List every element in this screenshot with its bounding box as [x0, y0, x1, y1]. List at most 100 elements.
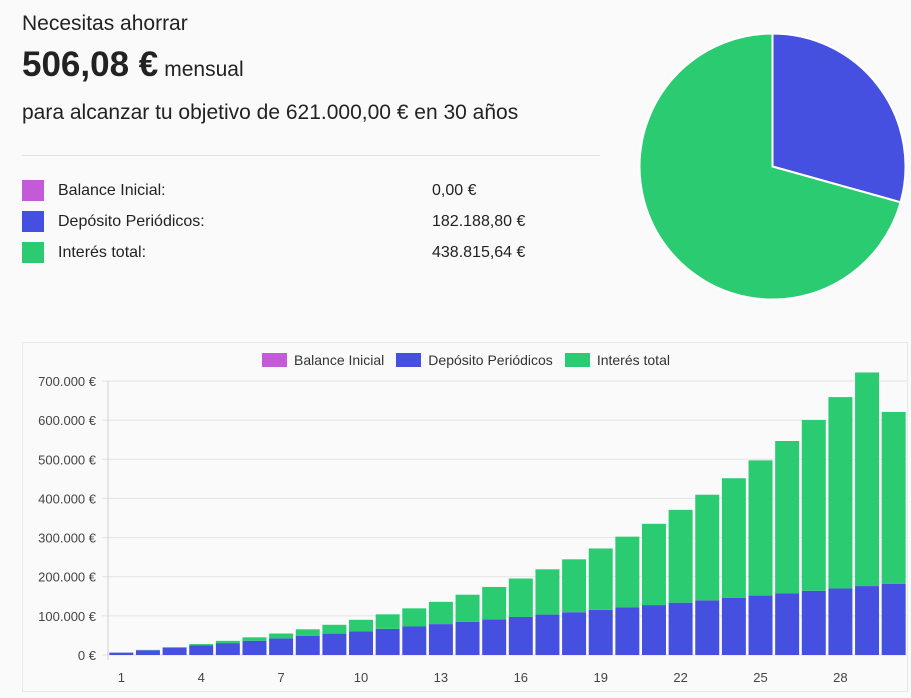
x-tick-label: 7 [277, 670, 284, 685]
bar-segment [775, 441, 800, 594]
x-tick-label: 16 [514, 670, 528, 685]
bar-segment [562, 559, 587, 613]
bar-segment [428, 624, 453, 655]
legend-swatch [396, 353, 422, 367]
x-tick-label: 4 [198, 670, 205, 685]
chart-legend: Balance Inicial Depósito Periódicos Inte… [23, 352, 909, 368]
bar-segment [588, 548, 613, 610]
y-tick-label: 100.000 € [38, 609, 97, 624]
bar-segment [508, 616, 533, 655]
bar-segment [535, 614, 560, 655]
bar-segment [748, 460, 773, 596]
bar-segment [269, 633, 294, 639]
x-tick-label: 22 [673, 670, 687, 685]
legend-label: Interés total [596, 352, 670, 368]
bar-segment [428, 601, 453, 625]
x-tick-label: 13 [434, 670, 448, 685]
bar-segment [668, 602, 693, 655]
y-tick-label: 400.000 € [38, 491, 97, 506]
y-tick-label: 0 € [78, 648, 97, 663]
bar-segment [855, 586, 880, 655]
bar-segment [641, 523, 666, 606]
y-tick-label: 600.000 € [38, 413, 97, 428]
bar-segment [349, 631, 374, 655]
bar-segment [562, 612, 587, 655]
bar-segment [375, 628, 400, 655]
bar-segment [242, 640, 267, 655]
amount-unit: mensual [164, 58, 244, 81]
legend-label: Balance Inicial [294, 352, 385, 368]
bar-segment [322, 624, 347, 634]
bar-segment [695, 494, 720, 601]
bar-segment [162, 647, 187, 648]
legend-item-interest[interactable]: Interés total [564, 352, 670, 368]
bar-segment [641, 605, 666, 655]
bar-segment [402, 608, 427, 627]
swatch-initial-balance [22, 180, 44, 201]
bar-segment [215, 640, 240, 644]
bar-segment [189, 645, 214, 655]
bar-segment [615, 607, 640, 655]
x-tick-label: 25 [753, 670, 767, 685]
bar-segment [269, 638, 294, 655]
bar-segment [881, 583, 906, 655]
bar-segment [109, 652, 134, 655]
x-tick-label: 1 [118, 670, 125, 685]
breakdown-row-interest: Interés total: 438.815,64 € [22, 237, 582, 268]
legend-swatch [564, 353, 590, 367]
bar-segment [828, 397, 853, 589]
bar-segment [295, 635, 320, 655]
breakdown-row-deposits: Depósito Periódicos: 182.188,80 € [22, 206, 582, 237]
legend-label: Depósito Periódicos [428, 352, 553, 368]
bar-segment [322, 633, 347, 655]
legend-swatch [262, 353, 288, 367]
y-tick-label: 500.000 € [38, 452, 97, 467]
breakdown-label: Balance Inicial: [58, 181, 166, 199]
pie-chart-svg [638, 32, 907, 301]
breakdown-value: 0,00 € [432, 181, 477, 199]
bar-segment [695, 600, 720, 655]
divider [22, 155, 600, 156]
bar-segment [881, 411, 906, 584]
summary-panel: Necesitas ahorrar 506,08 € mensual para a… [22, 12, 602, 125]
breakdown-label: Depósito Periódicos: [58, 212, 205, 230]
bar-chart-svg: 0 € 100.000 € 200.000 € 300.000 € 400.000 € 5… [38, 372, 907, 685]
breakdown-row-initial-balance: Balance Inicial: 0,00 € [22, 175, 582, 206]
bar-segment [482, 586, 507, 620]
y-tick-label: 200.000 € [38, 570, 97, 585]
breakdown-value: 182.188,80 € [432, 212, 526, 230]
swatch-interest [22, 242, 44, 263]
bar-segment [535, 569, 560, 615]
legend-item-deposits[interactable]: Depósito Periódicos [396, 352, 553, 368]
bar-segment [801, 590, 826, 655]
bar-segment [615, 536, 640, 608]
bar-segment [828, 588, 853, 655]
bar-segment [748, 595, 773, 655]
bar-segment [135, 650, 160, 655]
bar-segment [668, 509, 693, 603]
pie-chart [637, 31, 908, 302]
bar-segment [801, 419, 826, 591]
bar-segment [349, 619, 374, 632]
bar-segment [375, 614, 400, 629]
bar-segment [508, 578, 533, 617]
amount-row: 506,08 € mensual [22, 45, 602, 92]
legend-item-initial-balance[interactable]: Balance Inicial [262, 352, 384, 368]
x-tick-label: 28 [833, 670, 847, 685]
bar-segment [162, 647, 187, 655]
bar-segment [242, 637, 267, 641]
bar-segment [189, 644, 214, 646]
x-tick-label: 10 [354, 670, 368, 685]
bar-segment [855, 372, 880, 587]
bar-segment [588, 609, 613, 655]
bar-segment [482, 619, 507, 655]
swatch-deposits [22, 211, 44, 232]
bar-segment [455, 621, 480, 655]
y-tick-label: 300.000 € [38, 531, 97, 546]
bar-segment [215, 643, 240, 655]
bar-chart: Balance Inicial Depósito Periódicos Inte… [22, 342, 908, 692]
breakdown-label: Interés total: [58, 243, 147, 261]
bar-segment [402, 626, 427, 655]
bar-segment [455, 594, 480, 622]
bar-segment [721, 478, 746, 598]
